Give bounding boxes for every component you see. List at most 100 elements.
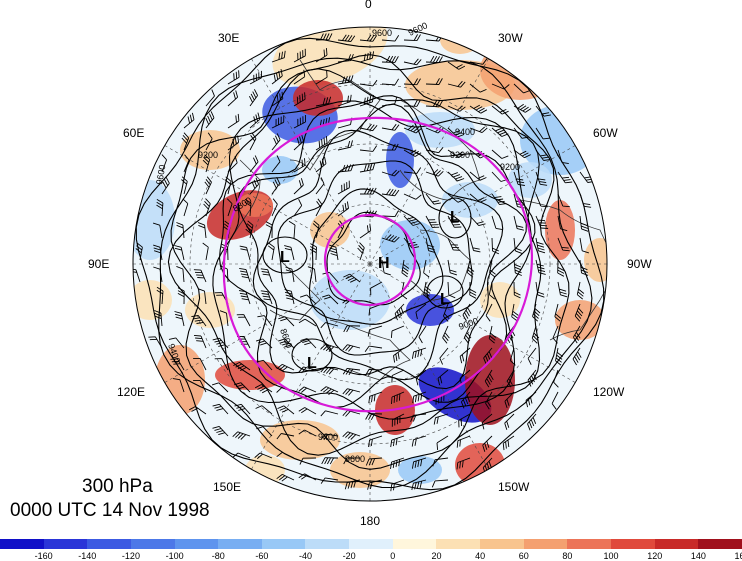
colorbar-tick-label: 120 [647, 551, 663, 561]
colorbar-tick-label: 140 [690, 551, 706, 561]
wind-barb [337, 34, 356, 42]
wind-barb [271, 69, 283, 85]
wind-barb [381, 143, 399, 151]
wind-barb [298, 407, 317, 415]
lon-label-90w: 90W [627, 257, 652, 271]
wind-barb [390, 435, 405, 448]
wind-barb [343, 457, 361, 465]
wind-barb [342, 344, 361, 352]
high-center-label: H [378, 255, 390, 272]
wind-barb [381, 188, 400, 197]
wind-barb [193, 334, 207, 349]
colorbar [0, 539, 742, 549]
colorbar-swatch [698, 539, 742, 549]
wind-barb [260, 290, 273, 305]
contour-label: 9400 [455, 127, 475, 137]
wind-barb [300, 338, 317, 349]
pressure-level-title: 300 hPa [82, 476, 153, 497]
wind-barb [365, 412, 383, 421]
wind-barb [574, 303, 584, 322]
wind-barb [257, 315, 273, 327]
map-border [132, 26, 608, 502]
wind-barb [236, 314, 251, 327]
wind-barb [168, 337, 185, 349]
wind-barb [181, 132, 190, 151]
wind-barb [315, 70, 328, 85]
wind-barb [504, 413, 515, 430]
colorbar-swatch [174, 539, 219, 549]
contour-label: 9200 [198, 150, 218, 160]
wind-barb [219, 310, 229, 327]
wind-barb [278, 338, 295, 349]
height-contour [158, 57, 593, 489]
wind-barb [491, 127, 509, 137]
lon-label-60e: 60E [123, 126, 145, 140]
wind-barb [337, 201, 349, 217]
wind-barb [267, 242, 275, 261]
contour-label: 9200 [500, 162, 520, 172]
wind-barb [174, 311, 185, 327]
wind-barb [391, 413, 405, 427]
wind-barb [425, 193, 441, 205]
wind-barb [271, 50, 286, 63]
lon-label-30w: 30W [498, 31, 523, 45]
wind-barb [390, 325, 405, 338]
wind-barb [425, 55, 443, 64]
wind-barb [423, 259, 430, 278]
lon-label-30e: 30E [218, 31, 240, 45]
wind-barb [557, 259, 565, 277]
height-contour [252, 129, 504, 381]
wind-barb [227, 70, 240, 85]
anomaly-patch [180, 130, 240, 170]
wind-barb [203, 198, 211, 217]
colorbar-swatch [87, 539, 131, 549]
colorbar-tick-label: 20 [431, 551, 442, 561]
wind-barb [436, 435, 449, 450]
colorbar-swatch [349, 539, 393, 549]
wind-barb [226, 198, 233, 217]
wind-barb [236, 336, 251, 349]
wind-barb [368, 391, 383, 404]
anomaly-patch [293, 80, 343, 116]
magenta-rings [222, 116, 533, 413]
wind-barb [249, 155, 259, 173]
colorbar-swatch [436, 539, 481, 549]
colorbar-tick-label: -100 [165, 551, 184, 561]
wind-barb [293, 92, 306, 107]
wind-barb [403, 149, 422, 157]
wind-barb [579, 259, 589, 276]
wind-barb [466, 259, 475, 278]
wind-barb [513, 103, 532, 113]
lon-label-150w: 150W [498, 480, 530, 494]
wind-barb [535, 259, 546, 275]
wind-barb [431, 479, 449, 488]
wind-barb [357, 242, 365, 261]
wind-barb [381, 34, 400, 42]
wind-barb [320, 366, 339, 375]
wind-barb [579, 171, 595, 183]
wind-barb [214, 358, 229, 371]
wind-barb [462, 303, 472, 322]
wind-barb [320, 343, 339, 353]
height-contour [212, 100, 532, 420]
wind-barb [458, 413, 471, 428]
wind-barb [447, 80, 466, 88]
wind-barb [535, 149, 551, 161]
wind-barb [527, 413, 537, 431]
wind-barb [315, 96, 332, 107]
wind-barb [161, 176, 170, 195]
height-contour [167, 68, 542, 456]
wind-barb [276, 473, 295, 482]
wind-barb [320, 410, 339, 417]
lon-label-120w: 120W [593, 385, 625, 399]
wind-barb [411, 347, 427, 359]
wind-barb [456, 457, 471, 470]
wind-barb [576, 281, 585, 300]
wind-barb [343, 273, 361, 283]
wind-barb [551, 391, 559, 410]
wind-barb [415, 303, 427, 320]
wind-barb [152, 222, 163, 239]
wind-barb [197, 222, 207, 239]
colorbar-tick-label: -60 [255, 551, 269, 561]
wind-barb [193, 379, 207, 393]
